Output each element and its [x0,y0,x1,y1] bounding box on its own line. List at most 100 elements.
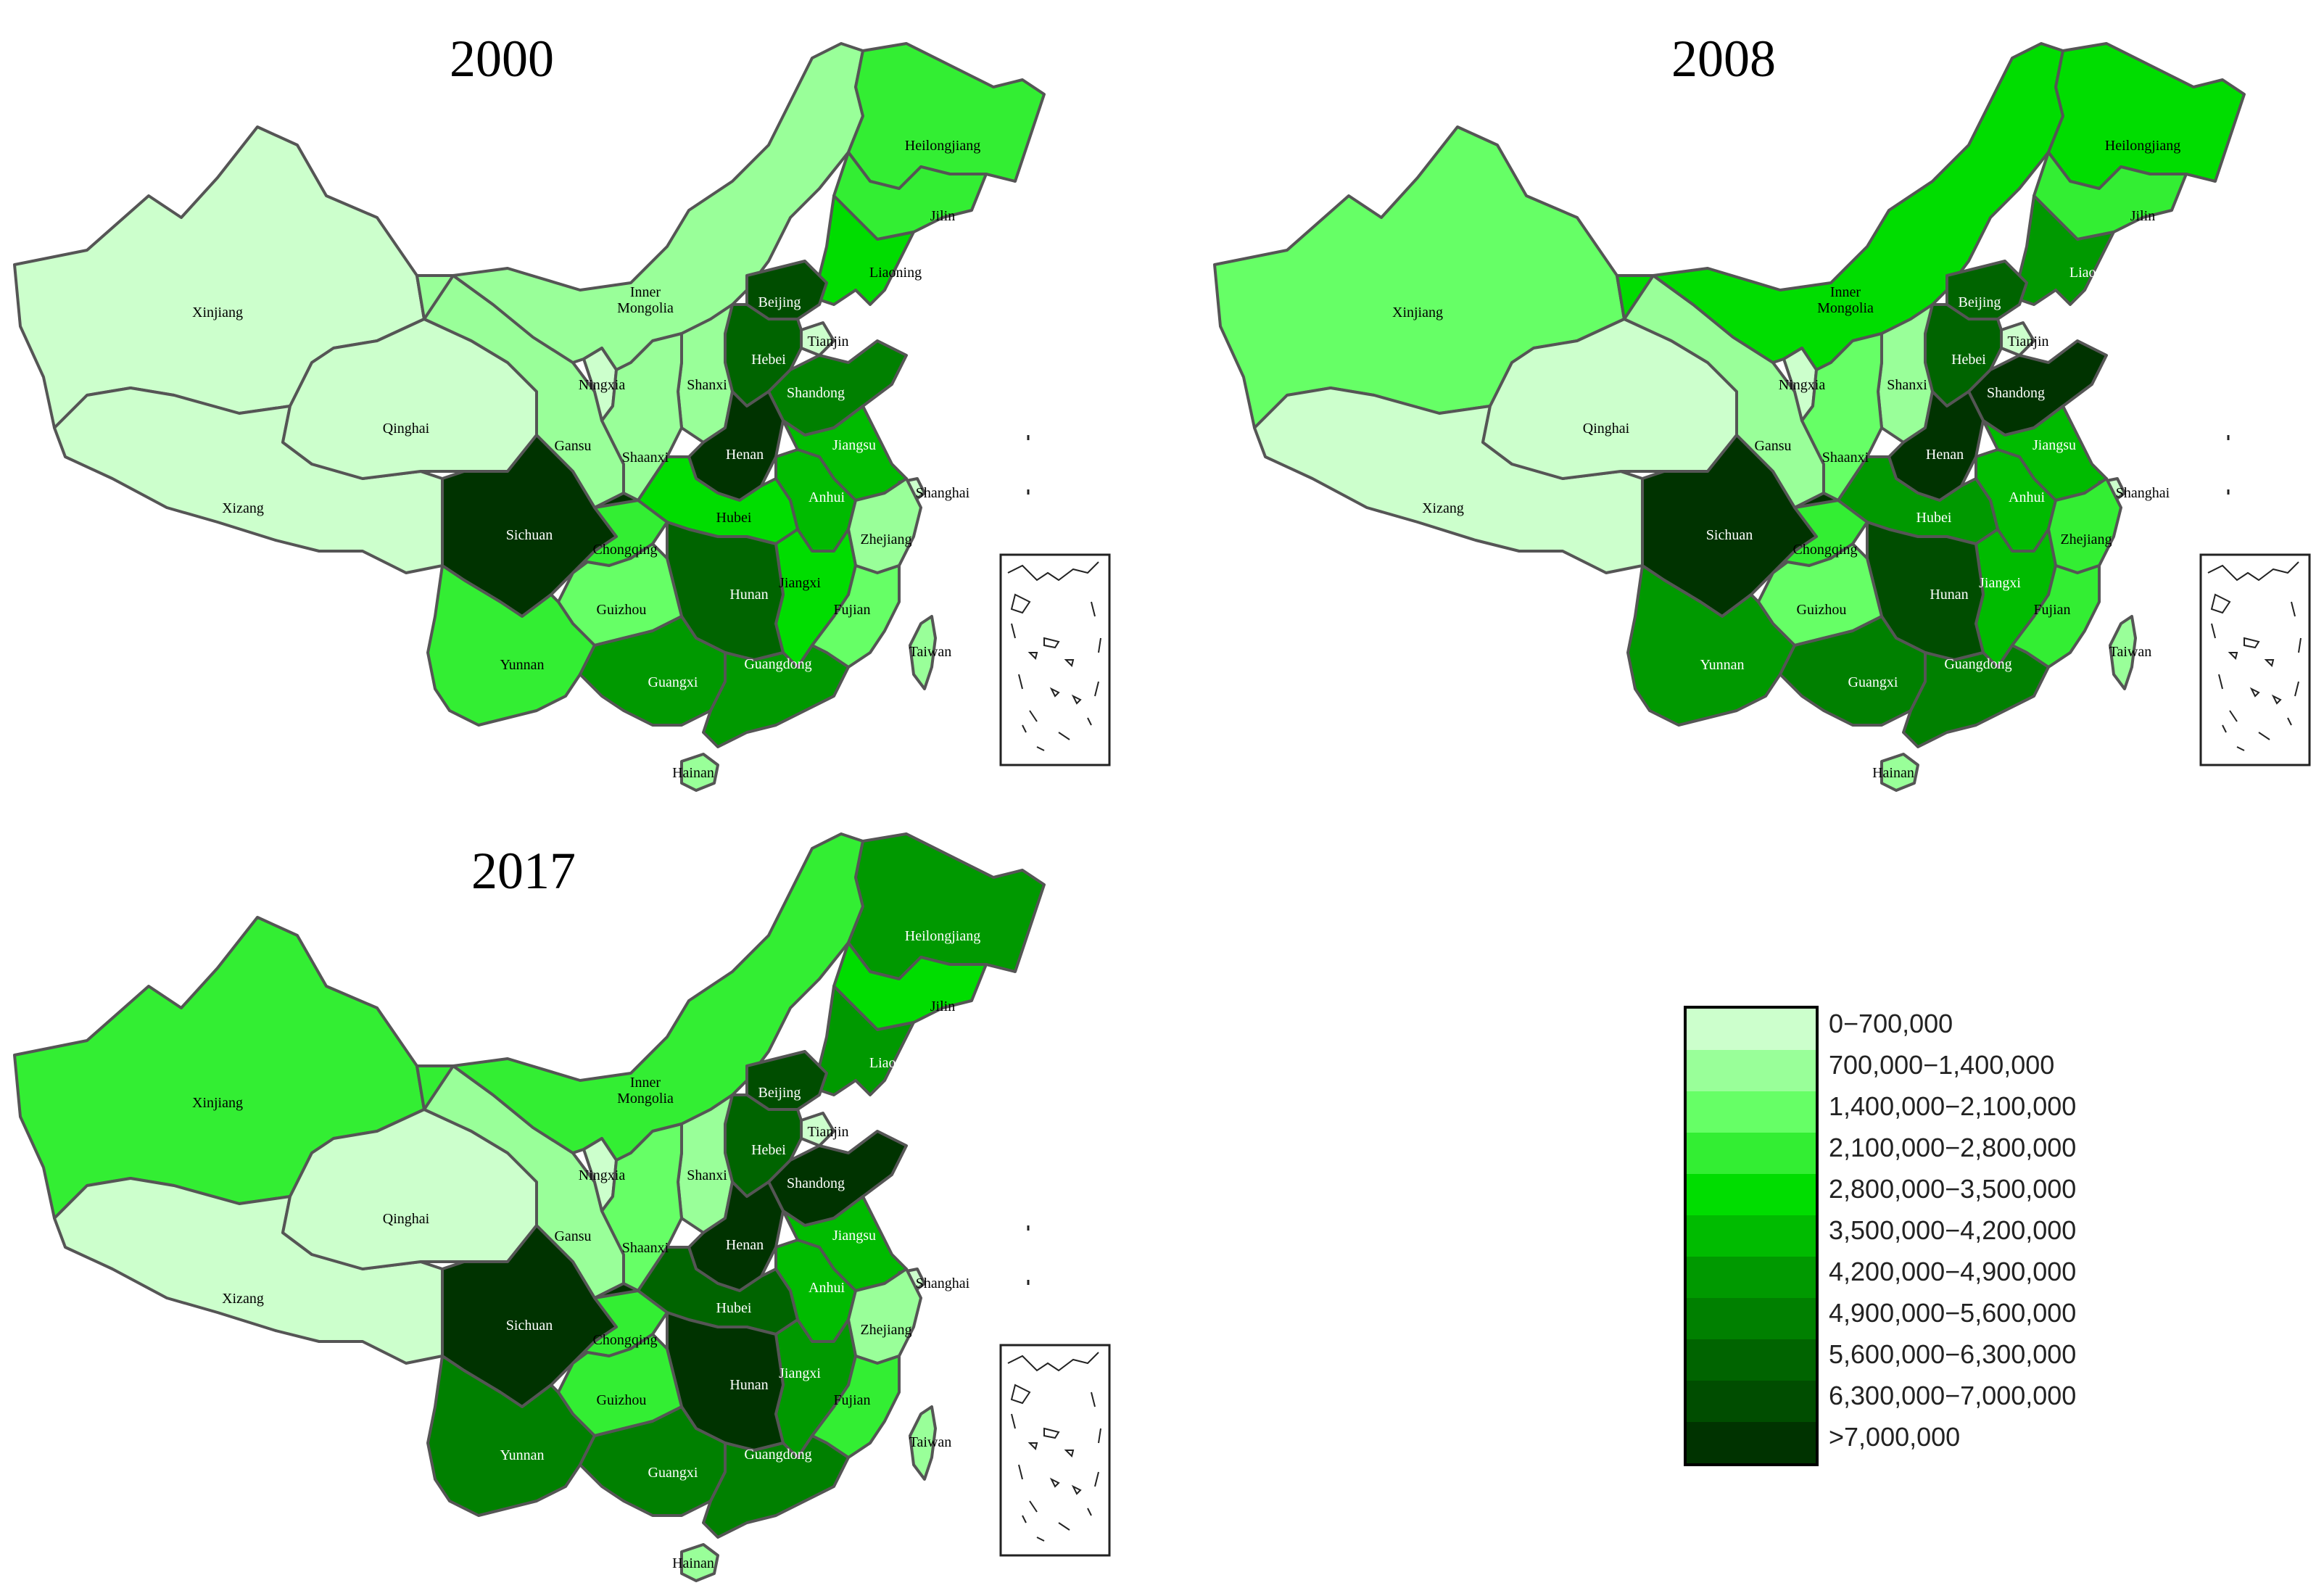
map-panel-2017: 2017 Xinjiang Xizang Qinghai Gansu Inner Mong… [0,790,1131,1588]
choropleth-map: Xinjiang Xizang Qinghai Gansu Inner Mongolia N… [1213,42,2311,792]
choropleth-map: Xinjiang Xizang Qinghai Gansu Inner Mongolia N… [13,832,1111,1582]
province-label-shaanxi: Shaanxi [1822,450,1869,466]
province-label-henan: Henan [726,1237,764,1253]
province-label-taiwan: Taiwan [909,1434,952,1450]
legend-label: 3,500,000−4,200,000 [1829,1215,2077,1245]
province-hainan [680,753,719,792]
province-label-ningxia: Ningxia [579,1167,626,1183]
province-label-henan: Henan [726,447,764,463]
province-label-shanghai: Shanghai [916,485,970,501]
legend-swatch [1687,1381,1816,1422]
legend-label: 1,400,000−2,100,000 [1829,1091,2077,1121]
province-label-shanghai: Shanghai [916,1275,970,1291]
province-label-guangdong: Guangdong [1944,656,2011,672]
province-label-sichuan: Sichuan [506,527,553,543]
province-label-jiangxi: Jiangxi [779,575,821,591]
province-label-guangxi: Guangxi [1848,674,1898,690]
province-label-zhejiang: Zhejiang [2060,532,2112,547]
province-label-hebei: Hebei [1951,352,1986,368]
province-label-chongqing: Chongqing [593,1332,658,1348]
province-hainan [1880,753,1919,792]
province-guangdong [702,644,850,748]
province-label-hainan: Hainan [672,1555,714,1571]
south-china-sea-inset [999,1344,1111,1557]
province-label-shandong: Shandong [787,385,845,401]
province-label-tianjin: Tianjin [2007,334,2048,350]
province-yunnan [426,564,596,727]
province-heilongjiang [847,832,1046,980]
province-label-jilin: Jilin [930,998,955,1014]
legend-swatches [1684,1006,1819,1466]
province-label-xizang: Xizang [222,500,264,516]
province-taiwan [909,1405,937,1481]
province-label-anhui: Anhui [809,489,845,505]
province-label-heilongjiang: Heilongjiang [2105,138,2180,154]
province-label-beijing: Beijing [758,294,801,310]
province-label-zhejiang: Zhejiang [860,1322,911,1338]
province-hainan [680,1543,719,1582]
legend-label: 6,300,000−7,000,000 [1829,1381,2077,1410]
province-label-chongqing: Chongqing [1793,542,1858,558]
legend-swatch [1687,1009,1816,1050]
legend-label: 4,900,000−5,600,000 [1829,1298,2077,1328]
legend-swatch [1687,1091,1816,1133]
province-label-tianjin: Tianjin [807,334,848,350]
legend-label: >7,000,000 [1829,1422,1961,1452]
province-label-fujian: Fujian [2033,602,2070,618]
legend-swatch [1687,1298,1816,1339]
legend-label: 700,000−1,400,000 [1829,1050,2055,1080]
legend-swatch [1687,1174,1816,1215]
province-label-xizang: Xizang [222,1291,264,1307]
province-label-hainan: Hainan [1872,765,1914,781]
province-label-hainan: Hainan [672,765,714,781]
province-label-yunnan: Yunnan [500,657,544,673]
map-panel-2008: 2008 Xinjiang Xizang Qinghai Gansu Inner Mong… [1200,0,2324,798]
province-label-jiangsu: Jiangsu [832,437,876,453]
province-label-shaanxi: Shaanxi [622,1240,669,1256]
province-label-beijing: Beijing [1959,294,2001,310]
province-label-hebei: Hebei [751,352,786,368]
province-label-heilongjiang: Heilongjiang [905,928,980,944]
province-label-jiangxi: Jiangxi [779,1365,821,1381]
province-heilongjiang [847,42,1046,190]
legend-swatch [1687,1133,1816,1174]
province-label-shandong: Shandong [787,1175,845,1191]
province-label-hunan: Hunan [729,1377,768,1393]
south-china-sea-inset [999,553,1111,766]
province-label-guangxi: Guangxi [648,674,698,690]
province-label-hebei: Hebei [751,1142,786,1158]
province-label-gansu: Gansu [1754,438,1791,454]
province-label-sichuan: Sichuan [506,1318,553,1334]
province-label-xizang: Xizang [1422,500,1464,516]
province-guangdong [702,1434,850,1539]
province-label-shanxi: Shanxi [687,1167,727,1183]
province-label-inner-mongolia: Inner Mongolia [617,1075,674,1107]
legend-swatch [1687,1339,1816,1381]
map-title: 2000 [450,30,554,88]
province-label-sichuan: Sichuan [1706,527,1753,543]
province-label-shanxi: Shanxi [687,377,727,393]
province-label-guizhou: Guizhou [1797,602,1847,618]
province-yunnan [426,1355,596,1517]
province-taiwan [909,615,937,690]
province-label-shaanxi: Shaanxi [622,450,669,466]
map-panel-2000: 2000 Xinjiang Xizang Qinghai Gansu Inner Mong… [0,0,1131,798]
legend-label: 4,200,000−4,900,000 [1829,1257,2077,1286]
province-label-jiangsu: Jiangsu [2033,437,2076,453]
province-label-shandong: Shandong [1987,385,2045,401]
province-label-jiangxi: Jiangxi [1979,575,2021,591]
province-label-liaoning: Liaoning [869,1055,922,1071]
province-label-hubei: Hubei [716,510,752,526]
legend-swatch [1687,1422,1816,1463]
province-label-guizhou: Guizhou [597,1392,647,1408]
province-label-xinjiang: Xinjiang [1392,305,1443,321]
province-label-hunan: Hunan [1930,587,1968,603]
province-label-guangdong: Guangdong [744,656,811,672]
legend-label: 2,100,000−2,800,000 [1829,1133,2077,1162]
province-label-jilin: Jilin [2130,208,2155,224]
province-label-guizhou: Guizhou [597,602,647,618]
legend-label: 2,800,000−3,500,000 [1829,1174,2077,1204]
province-label-gansu: Gansu [554,1228,591,1244]
province-label-guangxi: Guangxi [648,1465,698,1481]
province-label-yunnan: Yunnan [1700,657,1744,673]
